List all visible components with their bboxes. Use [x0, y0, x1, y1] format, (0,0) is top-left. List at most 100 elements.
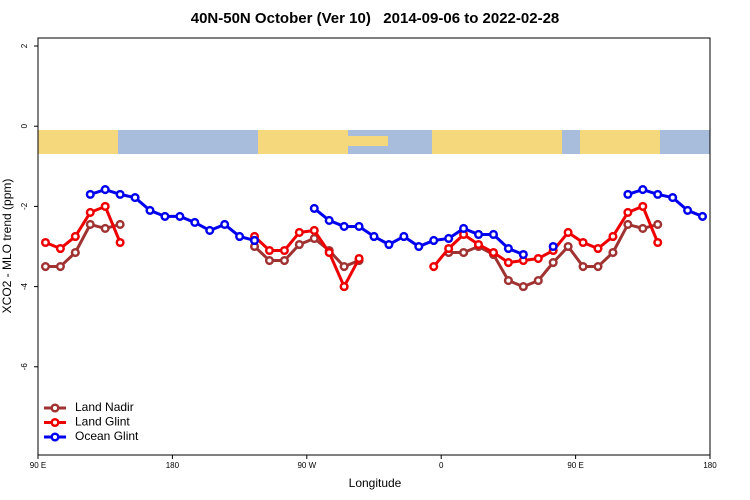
point — [653, 237, 663, 248]
point — [294, 239, 304, 250]
y-axis-label: XCO2 - MLO trend (ppm) — [0, 179, 14, 314]
point — [115, 237, 125, 248]
point — [115, 219, 125, 229]
x-tick-label: 0 — [439, 461, 444, 470]
point — [235, 231, 245, 242]
point — [100, 201, 110, 211]
point — [279, 245, 289, 256]
point — [339, 221, 349, 232]
point — [444, 243, 454, 254]
point — [518, 249, 528, 260]
point — [623, 189, 633, 199]
point — [40, 261, 51, 272]
point — [638, 185, 648, 195]
point — [309, 203, 319, 213]
x-tick-label: 180 — [166, 461, 180, 470]
point — [459, 223, 469, 234]
point — [100, 185, 110, 195]
point — [608, 231, 618, 242]
point — [309, 225, 319, 236]
point — [623, 219, 633, 229]
point — [384, 239, 394, 250]
point — [473, 239, 484, 250]
x-axis-label: Longitude — [349, 476, 402, 490]
point — [638, 201, 648, 211]
y-tick-label: -2 — [20, 202, 29, 210]
point — [593, 243, 603, 254]
point — [488, 247, 499, 258]
point — [668, 193, 678, 203]
chart-title: 40N-50N October (Ver 10) 2014-09-06 to 2… — [191, 10, 560, 27]
x-tick-label: 90 E — [567, 461, 583, 470]
legend-swatch — [50, 403, 60, 413]
y-tick-label: 0 — [20, 123, 29, 128]
map-strip — [38, 130, 710, 154]
point — [205, 225, 215, 236]
point — [40, 237, 51, 248]
point — [309, 233, 319, 244]
point — [503, 257, 513, 268]
point — [488, 229, 499, 240]
point — [638, 223, 648, 234]
point — [429, 261, 439, 272]
point — [429, 235, 439, 246]
point — [85, 207, 95, 217]
point — [503, 276, 513, 286]
point — [220, 219, 230, 229]
point — [563, 227, 573, 238]
point — [533, 276, 543, 286]
point — [459, 247, 469, 258]
point — [548, 241, 558, 252]
point — [697, 211, 708, 221]
point — [294, 227, 304, 238]
point — [578, 261, 588, 272]
point — [145, 205, 155, 215]
point — [653, 219, 663, 229]
plot-frame — [37, 37, 711, 456]
point — [70, 231, 80, 242]
point — [339, 282, 349, 292]
point — [85, 189, 95, 199]
point — [533, 253, 543, 264]
point — [279, 255, 289, 266]
point — [324, 247, 334, 258]
point — [190, 217, 200, 227]
point — [503, 243, 513, 254]
point — [339, 261, 349, 272]
point — [444, 233, 454, 244]
point — [175, 211, 185, 221]
legend-label: Ocean Glint — [75, 429, 139, 443]
point — [548, 257, 558, 268]
y-tick-label: 2 — [20, 43, 29, 48]
x-tick-label: 90 W — [297, 461, 316, 470]
point — [130, 193, 140, 203]
point — [608, 247, 618, 258]
point — [653, 189, 663, 199]
point — [369, 231, 379, 242]
point — [249, 235, 260, 246]
point — [264, 255, 275, 266]
point — [70, 247, 80, 258]
point — [160, 211, 170, 221]
point — [578, 237, 588, 248]
y-tick-label: -6 — [20, 363, 29, 371]
point — [264, 245, 275, 256]
y-tick-label: -4 — [20, 282, 29, 290]
legend-label: Land Nadir — [75, 400, 134, 414]
point — [518, 282, 528, 292]
point — [115, 189, 125, 199]
point — [324, 215, 334, 225]
point — [473, 229, 484, 240]
point — [354, 221, 364, 232]
point — [683, 205, 693, 215]
legend-swatch — [50, 432, 60, 442]
legend-swatch — [50, 417, 60, 428]
point — [85, 219, 95, 229]
series-line — [89, 187, 704, 256]
point — [55, 261, 65, 272]
point — [623, 207, 633, 217]
point — [399, 231, 409, 242]
point — [563, 241, 573, 252]
point — [100, 223, 110, 234]
point — [55, 243, 65, 254]
